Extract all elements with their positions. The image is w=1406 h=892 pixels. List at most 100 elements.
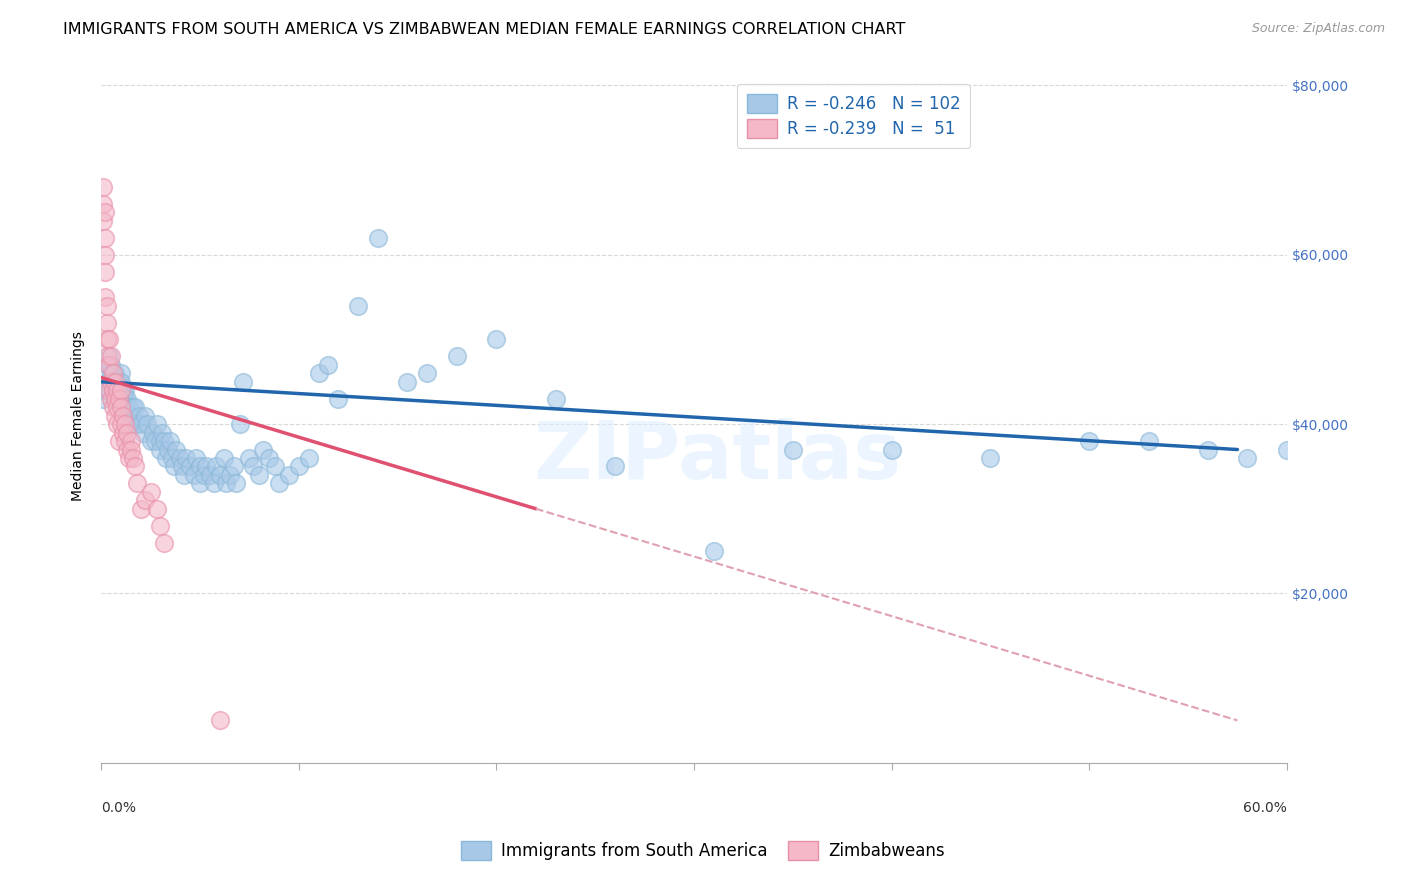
Point (100, 350, 122, 364)
Point (544, 392, 567, 406)
Point (172, 459, 194, 474)
Point (252, 442, 274, 457)
Point (153, 434, 176, 448)
Point (96, 316, 118, 330)
Point (108, 384, 131, 398)
Point (110, 367, 132, 381)
Point (105, 392, 128, 406)
Point (125, 417, 148, 431)
Point (174, 450, 197, 465)
Point (267, 476, 290, 491)
Point (247, 467, 270, 482)
Point (145, 417, 167, 431)
Point (205, 459, 228, 474)
Point (94, 248, 117, 262)
Point (188, 459, 211, 474)
Point (308, 367, 330, 381)
Point (202, 476, 225, 491)
Point (184, 450, 207, 465)
Point (98, 350, 121, 364)
Point (225, 476, 247, 491)
Point (91, 392, 114, 406)
Point (100, 358, 122, 372)
Point (100, 392, 122, 406)
Point (198, 467, 221, 482)
Point (121, 417, 143, 431)
Point (104, 392, 127, 406)
Point (278, 467, 301, 482)
Point (173, 467, 195, 482)
Point (703, 544, 725, 558)
Point (110, 375, 132, 389)
Point (149, 442, 172, 457)
Point (114, 392, 136, 406)
Point (111, 425, 134, 440)
Point (149, 518, 172, 533)
Point (128, 409, 150, 423)
Point (101, 375, 124, 389)
Point (120, 417, 142, 431)
Point (110, 392, 132, 406)
Point (367, 231, 389, 245)
Point (104, 375, 127, 389)
Point (120, 442, 142, 457)
Y-axis label: Median Female Earnings: Median Female Earnings (72, 331, 86, 500)
Point (257, 450, 280, 465)
Point (183, 467, 205, 482)
Point (98, 384, 121, 398)
Point (96, 333, 118, 347)
Point (108, 375, 131, 389)
Point (100, 367, 122, 381)
Point (120, 409, 142, 423)
Point (416, 367, 439, 381)
Point (114, 434, 136, 448)
Point (98, 358, 121, 372)
Point (115, 425, 138, 440)
Point (121, 450, 143, 465)
Text: IMMIGRANTS FROM SOUTH AMERICA VS ZIMBABWEAN MEDIAN FEMALE EARNINGS CORRELATION C: IMMIGRANTS FROM SOUTH AMERICA VS ZIMBABW… (63, 22, 905, 37)
Legend: Immigrants from South America, Zimbabweans: Immigrants from South America, Zimbabwea… (451, 831, 955, 871)
Point (114, 417, 136, 431)
Text: 60.0%: 60.0% (1243, 801, 1286, 815)
Point (193, 467, 215, 482)
Point (118, 450, 141, 465)
Point (179, 459, 201, 474)
Point (145, 501, 167, 516)
Point (110, 417, 132, 431)
Point (135, 417, 157, 431)
Point (162, 450, 184, 465)
Point (91, 214, 114, 228)
Point (101, 384, 124, 398)
Point (129, 417, 152, 431)
Point (94, 384, 117, 398)
Point (104, 409, 127, 423)
Point (96, 350, 118, 364)
Point (298, 450, 321, 465)
Point (1236, 450, 1258, 465)
Point (979, 450, 1001, 465)
Point (142, 425, 165, 440)
Point (485, 333, 508, 347)
Legend: R = -0.246   N = 102, R = -0.239   N =  51: R = -0.246 N = 102, R = -0.239 N = 51 (737, 84, 970, 148)
Point (1197, 442, 1219, 457)
Point (153, 535, 176, 549)
Point (218, 467, 240, 482)
Point (96, 375, 118, 389)
Point (347, 299, 370, 313)
Point (104, 392, 127, 406)
Point (446, 350, 468, 364)
Point (165, 442, 187, 457)
Point (1275, 442, 1298, 457)
Point (880, 442, 903, 457)
Point (124, 459, 146, 474)
Point (94, 290, 117, 304)
Point (264, 459, 287, 474)
Point (208, 467, 231, 482)
Point (115, 392, 138, 406)
Text: ZIPatlas: ZIPatlas (534, 418, 901, 496)
Point (139, 434, 162, 448)
Point (194, 459, 217, 474)
Point (91, 197, 114, 211)
Point (129, 501, 152, 516)
Point (124, 400, 146, 414)
